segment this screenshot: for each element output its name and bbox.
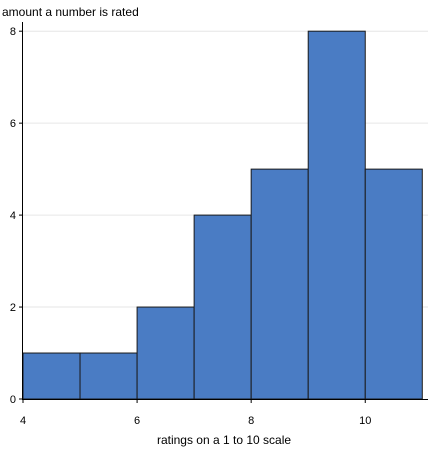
histogram-bar [22, 352, 81, 400]
y-tick-label: 0 [10, 394, 16, 406]
histogram-bar [136, 306, 195, 400]
x-axis-title: ratings on a 1 to 10 scale [157, 433, 291, 447]
y-tick-label: 4 [10, 210, 16, 222]
y-tick-label: 2 [10, 302, 16, 314]
axes [22, 22, 428, 400]
y-axis-title: amount a number is rated [2, 5, 139, 19]
histogram-bar [250, 168, 309, 400]
y-ticks: 0 2 4 6 8 [10, 26, 23, 406]
x-tick-label: 8 [248, 415, 254, 427]
histogram-bar [79, 352, 138, 400]
y-tick-label: 8 [10, 26, 16, 38]
histogram-bar [307, 30, 366, 400]
x-ticks: 4 6 8 10 [20, 399, 371, 427]
bars [22, 30, 423, 400]
y-tick-label: 6 [10, 118, 16, 130]
x-tick-label: 6 [134, 415, 140, 427]
histogram-bar [364, 168, 423, 400]
x-tick-label: 4 [20, 415, 26, 427]
x-tick-label: 10 [359, 415, 371, 427]
histogram-bar [193, 214, 252, 400]
